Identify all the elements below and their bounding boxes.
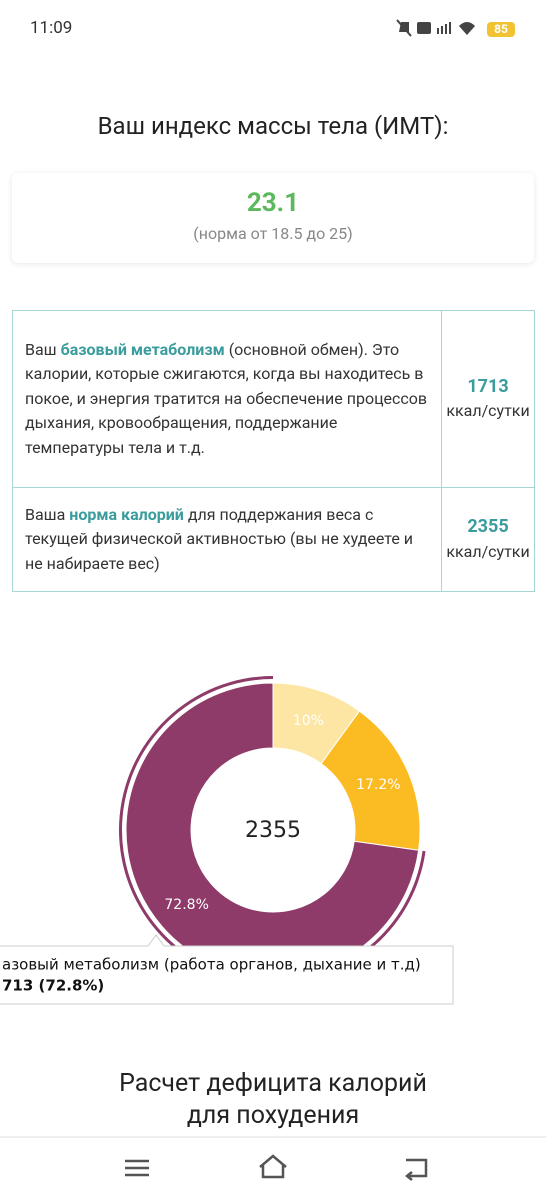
- row-text: Ваша норма калорий для поддержания веса …: [12, 487, 442, 592]
- text: Ваша: [25, 504, 70, 524]
- row-text: Ваш базовый метаболизм (основной обмен).…: [12, 310, 442, 488]
- segment-label: 17.2%: [356, 777, 400, 793]
- text: Ваш: [25, 339, 61, 359]
- bmi-card: 23.1 (норма от 18.5 до 25): [12, 173, 534, 263]
- nav-bar: [0, 1136, 546, 1181]
- center-label: 2355: [245, 818, 301, 843]
- battery-level: 85: [487, 22, 515, 37]
- term: базовый метаболизм: [60, 339, 225, 359]
- unit: ккал/сутки: [446, 541, 530, 561]
- tooltip-value: 713 (72.8%): [2, 977, 104, 995]
- section-title-text: Расчет дефицита калорий для похудения: [119, 1069, 427, 1130]
- text: для поддержания веса с текущей физическо…: [25, 504, 414, 573]
- text: (основной обмен). Это калории, которые с…: [25, 339, 428, 457]
- page-title: Ваш индекс массы тела (ИМТ):: [97, 112, 449, 140]
- nav-back[interactable]: [404, 1158, 428, 1181]
- unit: ккал/сутки: [446, 401, 530, 420]
- tooltip-box: [0, 934, 454, 1005]
- row-value: 1713 ккал/сутки: [441, 310, 535, 488]
- donut-chart: 10% 17.2% 72.8% 2355 азовый метаболизм (раб…: [0, 676, 454, 1005]
- tooltip: азовый метаболизм (работа органов, дыхан…: [0, 934, 454, 1005]
- term: норма калорий: [69, 504, 184, 524]
- value: 1713: [467, 375, 509, 397]
- value: 2355: [467, 516, 509, 537]
- section-title: Расчет дефицита калорий для похудения: [0, 1068, 546, 1132]
- table-row: Ваш базовый метаболизм (основной обмен).…: [12, 310, 535, 488]
- row-value: 2355 ккал/сутки: [441, 487, 535, 592]
- table-row: Ваша норма калорий для поддержания веса …: [12, 487, 535, 592]
- calorie-table: Ваш базовый метаболизм (основной обмен).…: [12, 310, 535, 592]
- nav-home[interactable]: [259, 1154, 287, 1179]
- status-icons: [396, 19, 475, 37]
- segment-label: 72.8%: [164, 897, 208, 913]
- tooltip-title: азовый метаболизм (работа органов, дыхан…: [2, 956, 421, 974]
- segment-label: 10%: [293, 713, 324, 729]
- bmi-note: (норма от 18.5 до 25): [193, 224, 353, 243]
- bmi-value: 23.1: [246, 188, 300, 218]
- status-time: 11:09: [30, 18, 73, 38]
